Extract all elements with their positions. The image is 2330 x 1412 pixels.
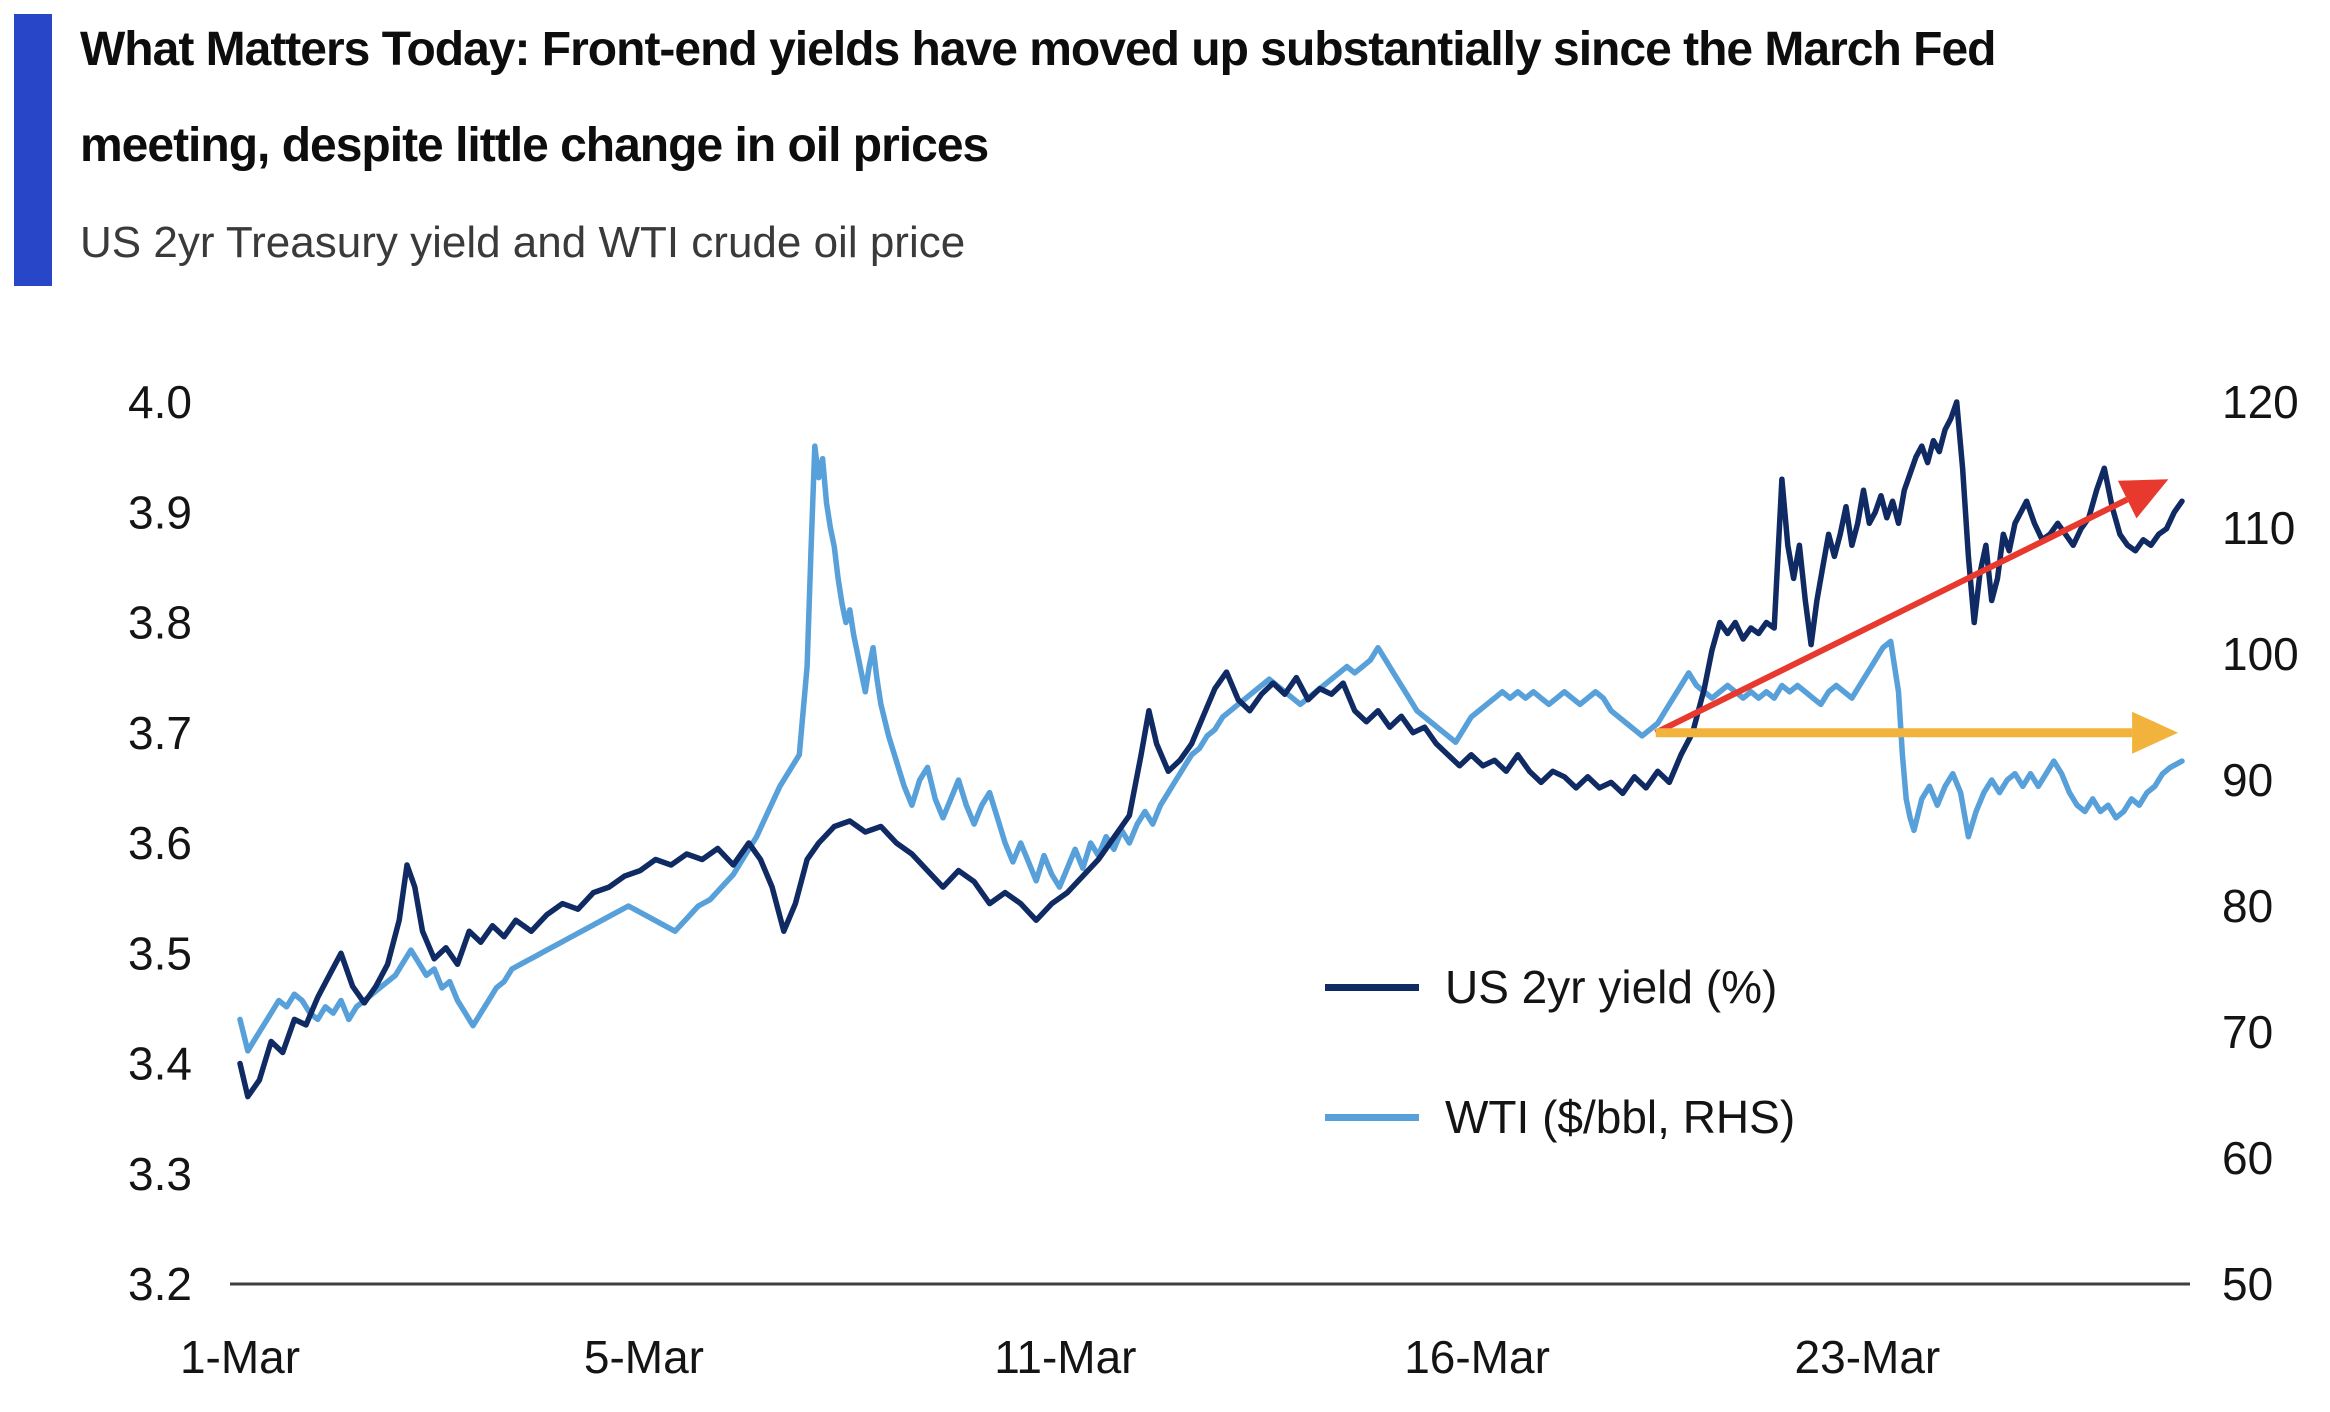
legend-swatch-wti-line bbox=[1325, 1113, 1419, 1121]
left-axis-tick-label: 3.5 bbox=[128, 927, 192, 979]
x-axis-tick-label: 1-Mar bbox=[180, 1331, 300, 1383]
left-axis-tick-label: 3.6 bbox=[128, 817, 192, 869]
left-axis-tick-label: 3.3 bbox=[128, 1148, 192, 1200]
legend-item-wti: WTI ($/bbl, RHS) bbox=[1325, 1090, 1795, 1144]
title-accent-bar bbox=[14, 14, 52, 286]
right-axis-tick-label: 50 bbox=[2222, 1258, 2273, 1310]
chart-subtitle: US 2yr Treasury yield and WTI crude oil … bbox=[80, 218, 966, 267]
chart-legend: US 2yr yield (%) WTI ($/bbl, RHS) bbox=[1325, 960, 1795, 1144]
legend-item-us2yr: US 2yr yield (%) bbox=[1325, 960, 1795, 1014]
left-axis-tick-label: 3.9 bbox=[128, 486, 192, 538]
right-axis-tick-label: 120 bbox=[2222, 376, 2299, 428]
yield-trend-arrow-head bbox=[2117, 479, 2169, 519]
legend-swatch-us2yr-line bbox=[1325, 983, 1419, 991]
x-axis-tick-label: 16-Mar bbox=[1404, 1331, 1550, 1383]
right-axis-tick-label: 70 bbox=[2222, 1006, 2273, 1058]
right-axis-tick-label: 110 bbox=[2222, 502, 2295, 554]
x-axis-tick-label: 11-Mar bbox=[994, 1331, 1136, 1383]
page-title-line2: meeting, despite little change in oil pr… bbox=[80, 119, 989, 172]
yield-trend-arrow-shaft bbox=[1654, 496, 2129, 736]
left-axis-tick-label: 3.8 bbox=[128, 597, 192, 649]
series-line-wti bbox=[237, 443, 2185, 1054]
oil-flat-arrow-head bbox=[2132, 711, 2179, 754]
page-title-line1: What Matters Today: Front-end yields hav… bbox=[80, 23, 1996, 76]
left-axis-tick-label: 3.2 bbox=[128, 1258, 192, 1310]
x-axis-tick-label: 5-Mar bbox=[584, 1331, 704, 1383]
series-line-us2yr-yield bbox=[237, 399, 2185, 1100]
right-axis-tick-label: 100 bbox=[2222, 628, 2299, 680]
right-axis-tick-label: 90 bbox=[2222, 754, 2273, 806]
left-axis-tick-label: 4.0 bbox=[128, 376, 192, 428]
left-axis-tick-label: 3.4 bbox=[128, 1038, 192, 1090]
left-axis-tick-label: 3.7 bbox=[128, 707, 192, 759]
right-axis-tick-label: 60 bbox=[2222, 1132, 2273, 1184]
legend-label-us2yr: US 2yr yield (%) bbox=[1445, 961, 1778, 1013]
right-axis-tick-label: 80 bbox=[2222, 880, 2273, 932]
x-axis-tick-label: 23-Mar bbox=[1795, 1331, 1941, 1383]
legend-label-wti: WTI ($/bbl, RHS) bbox=[1445, 1091, 1796, 1143]
